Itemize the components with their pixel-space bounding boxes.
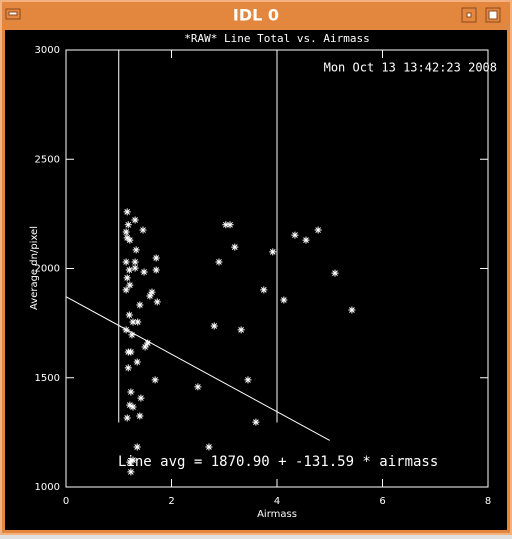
- x-tick-label: 4: [274, 496, 280, 507]
- y-tick-label: 3000: [35, 45, 60, 56]
- point: [131, 264, 139, 272]
- y-tick-label: 2500: [35, 154, 60, 165]
- point: [194, 383, 202, 391]
- point: [127, 468, 135, 476]
- point: [137, 394, 145, 402]
- point: [252, 418, 260, 426]
- point: [136, 412, 144, 420]
- y-tick-label: 1000: [35, 482, 60, 493]
- chart-title: *RAW* Line Total vs. Airmass: [184, 32, 369, 45]
- x-tick-label: 2: [168, 496, 174, 507]
- point: [152, 266, 160, 274]
- x-tick-label: 8: [485, 496, 491, 507]
- point: [131, 258, 139, 266]
- y-tick-label: 2000: [35, 264, 60, 275]
- point: [122, 228, 130, 236]
- point: [128, 331, 136, 339]
- point: [132, 246, 140, 254]
- plot-canvas: [5, 30, 507, 530]
- point: [226, 221, 234, 229]
- x-tick-label: 6: [379, 496, 385, 507]
- point: [129, 403, 137, 411]
- point: [127, 388, 135, 396]
- point: [124, 221, 132, 229]
- point: [210, 322, 218, 330]
- x-axis-label: Airmass: [257, 509, 297, 520]
- point: [205, 443, 213, 451]
- x-tick-label: 0: [63, 496, 69, 507]
- point: [125, 266, 133, 274]
- menu-icon: [8, 11, 18, 16]
- point: [126, 401, 134, 409]
- point: [122, 258, 130, 266]
- point: [140, 268, 148, 276]
- point: [124, 364, 132, 372]
- point: [126, 236, 134, 244]
- point: [260, 286, 268, 294]
- fit-line: [65, 296, 330, 441]
- point: [122, 286, 130, 294]
- point: [134, 318, 142, 326]
- point: [127, 348, 135, 356]
- point: [122, 326, 130, 334]
- point: [146, 292, 154, 300]
- point: [123, 414, 131, 422]
- point: [123, 208, 131, 216]
- point: [291, 231, 299, 239]
- point: [129, 318, 137, 326]
- point: [331, 269, 339, 277]
- point: [280, 296, 288, 304]
- point: [302, 236, 310, 244]
- point: [133, 358, 141, 366]
- point: [123, 274, 131, 282]
- point: [133, 443, 141, 451]
- point: [152, 254, 160, 262]
- point: [131, 216, 139, 224]
- y-axis-label: Average dn/pixel: [29, 226, 40, 310]
- point: [136, 301, 144, 309]
- point: [141, 343, 149, 351]
- maximize-icon: [488, 10, 498, 20]
- point: [153, 298, 161, 306]
- point: [148, 288, 156, 296]
- point: [126, 281, 134, 289]
- point: [151, 376, 159, 384]
- point: [129, 456, 137, 464]
- window-title: IDL 0: [233, 6, 279, 25]
- point: [215, 258, 223, 266]
- minimize-icon: [466, 12, 472, 18]
- point: [125, 311, 133, 319]
- point: [231, 243, 239, 251]
- point: [144, 339, 152, 347]
- point: [222, 221, 230, 229]
- fit-annotation: Line avg = 1870.90 + -131.59 * airmass: [118, 454, 438, 470]
- point: [237, 326, 245, 334]
- point: [139, 226, 147, 234]
- point: [126, 458, 134, 466]
- point: [269, 248, 277, 256]
- point: [348, 306, 356, 314]
- y-tick-label: 1500: [35, 373, 60, 384]
- point: [244, 376, 252, 384]
- timestamp: Mon Oct 13 13:42:23 2008: [324, 61, 497, 75]
- point: [314, 226, 322, 234]
